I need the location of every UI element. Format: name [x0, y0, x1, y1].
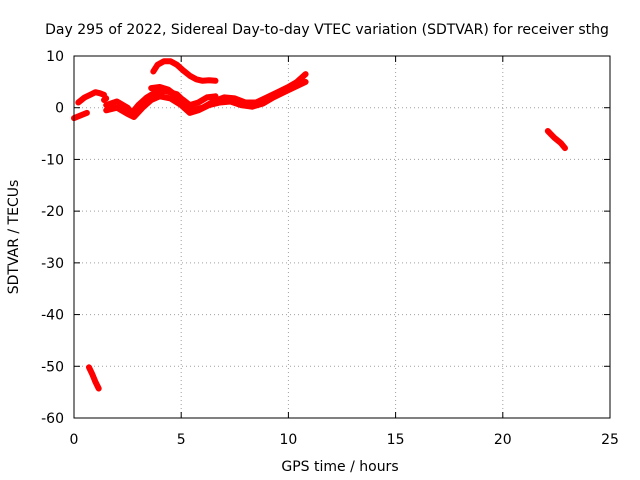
- data-series-group: [71, 58, 568, 392]
- data-series-low-arc: [86, 364, 102, 392]
- x-axis-label: GPS time / hours: [281, 459, 398, 475]
- data-series-short-arc-a: [101, 95, 110, 103]
- y-tick-label: -10: [41, 152, 64, 168]
- x-tick-label: 25: [601, 432, 619, 448]
- y-tick-label: 0: [55, 101, 64, 117]
- x-tick-labels: 0 5 10 15 20 25: [70, 432, 619, 448]
- axis-ticks: [73, 55, 611, 419]
- x-tick-label: 20: [494, 432, 512, 448]
- data-series-late-arc: [544, 128, 568, 152]
- data-series-high-arc: [150, 58, 219, 84]
- y-axis-label: SDTVAR / TECUs: [6, 180, 22, 295]
- y-tick-label: 10: [46, 49, 64, 65]
- data-series-main-band-2: [103, 78, 309, 120]
- y-tick-label: -60: [41, 411, 64, 427]
- y-tick-label: -50: [41, 359, 64, 375]
- chart-title: Day 295 of 2022, Sidereal Day-to-day VTE…: [45, 22, 609, 38]
- grid-lines: [74, 56, 610, 418]
- y-tick-label: -30: [41, 256, 64, 272]
- x-tick-label: 0: [70, 432, 79, 448]
- data-series-main-band-3: [148, 84, 219, 109]
- y-tick-label: -40: [41, 308, 64, 324]
- data-series-early-arc-lower: [71, 109, 90, 122]
- y-tick-labels: -60 -50 -40 -30 -20 -10 0 10: [41, 49, 64, 427]
- x-tick-label: 10: [279, 432, 297, 448]
- plot-frame: [73, 55, 611, 419]
- x-tick-label: 5: [177, 432, 186, 448]
- x-tick-label: 15: [387, 432, 405, 448]
- data-series-early-arc-upper: [75, 89, 107, 106]
- y-tick-label: -20: [41, 204, 64, 220]
